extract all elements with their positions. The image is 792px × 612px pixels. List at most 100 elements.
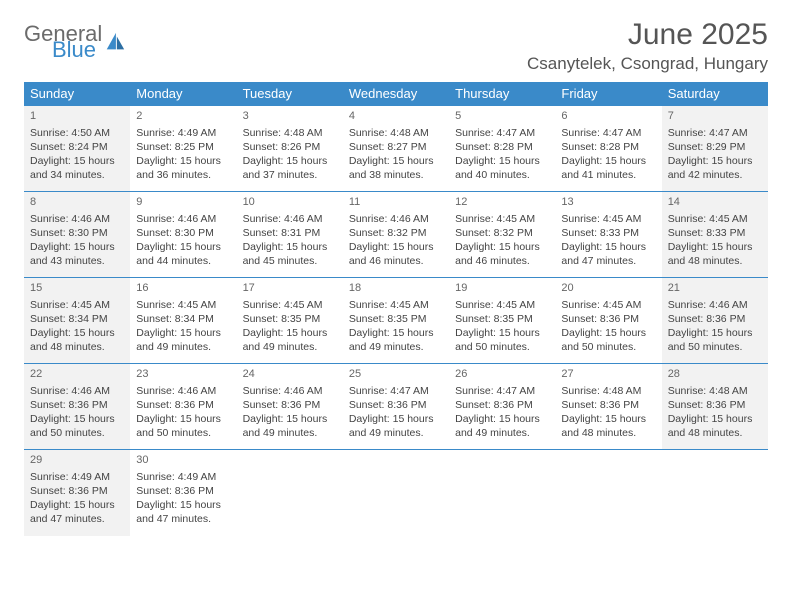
sunrise-line: Sunrise: 4:45 AM — [243, 298, 337, 312]
daylight-line: Daylight: 15 hours and 46 minutes. — [349, 240, 443, 268]
daylight-line: Daylight: 15 hours and 34 minutes. — [30, 154, 124, 182]
day-number: 23 — [136, 367, 230, 382]
day-cell: 19Sunrise: 4:45 AMSunset: 8:35 PMDayligh… — [449, 278, 555, 364]
daylight-line: Daylight: 15 hours and 40 minutes. — [455, 154, 549, 182]
daylight-line: Daylight: 15 hours and 47 minutes. — [30, 498, 124, 526]
day-cell: 9Sunrise: 4:46 AMSunset: 8:30 PMDaylight… — [130, 192, 236, 278]
sunset-line: Sunset: 8:36 PM — [243, 398, 337, 412]
daylight-line: Daylight: 15 hours and 49 minutes. — [455, 412, 549, 440]
logo-sail-icon — [104, 31, 126, 53]
weekday-header: Wednesday — [343, 82, 449, 106]
sunrise-line: Sunrise: 4:47 AM — [455, 126, 549, 140]
daylight-line: Daylight: 15 hours and 36 minutes. — [136, 154, 230, 182]
day-number: 28 — [668, 367, 762, 382]
day-cell: 8Sunrise: 4:46 AMSunset: 8:30 PMDaylight… — [24, 192, 130, 278]
day-number: 27 — [561, 367, 655, 382]
sunset-line: Sunset: 8:34 PM — [136, 312, 230, 326]
day-number: 10 — [243, 195, 337, 210]
day-cell: 5Sunrise: 4:47 AMSunset: 8:28 PMDaylight… — [449, 106, 555, 192]
day-number: 18 — [349, 281, 443, 296]
daylight-line: Daylight: 15 hours and 49 minutes. — [136, 326, 230, 354]
day-cell: 17Sunrise: 4:45 AMSunset: 8:35 PMDayligh… — [237, 278, 343, 364]
sunset-line: Sunset: 8:32 PM — [349, 226, 443, 240]
day-number: 13 — [561, 195, 655, 210]
sunset-line: Sunset: 8:32 PM — [455, 226, 549, 240]
sunrise-line: Sunrise: 4:46 AM — [30, 212, 124, 226]
weekday-header: Thursday — [449, 82, 555, 106]
sunrise-line: Sunrise: 4:47 AM — [561, 126, 655, 140]
sunset-line: Sunset: 8:36 PM — [136, 484, 230, 498]
day-number: 9 — [136, 195, 230, 210]
daylight-line: Daylight: 15 hours and 43 minutes. — [30, 240, 124, 268]
sunset-line: Sunset: 8:33 PM — [668, 226, 762, 240]
day-cell: 29 Sunrise: 4:49 AMSunset: 8:36 PMDayligh… — [24, 450, 130, 536]
daylight-line: Daylight: 15 hours and 48 minutes. — [668, 412, 762, 440]
day-cell: 16Sunrise: 4:45 AMSunset: 8:34 PMDayligh… — [130, 278, 236, 364]
sunrise-line: Sunrise: 4:45 AM — [668, 212, 762, 226]
day-cell: 18Sunrise: 4:45 AMSunset: 8:35 PMDayligh… — [343, 278, 449, 364]
day-cell: 20Sunrise: 4:45 AMSunset: 8:36 PMDayligh… — [555, 278, 661, 364]
sunset-line: Sunset: 8:27 PM — [349, 140, 443, 154]
sunset-line: Sunset: 8:28 PM — [455, 140, 549, 154]
sunset-line: Sunset: 8:35 PM — [455, 312, 549, 326]
sunrise-line: Sunrise: 4:50 AM — [30, 126, 124, 140]
day-cell: 1 Sunrise: 4:50 AMSunset: 8:24 PMDaylight… — [24, 106, 130, 192]
day-number: 12 — [455, 195, 549, 210]
day-number: 14 — [668, 195, 762, 210]
day-number: 30 — [136, 453, 230, 468]
day-number: 29 — [30, 453, 124, 468]
location: Csanytelek, Csongrad, Hungary — [527, 54, 768, 74]
day-cell: 22Sunrise: 4:46 AMSunset: 8:36 PMDayligh… — [24, 364, 130, 450]
sunrise-line: Sunrise: 4:49 AM — [136, 126, 230, 140]
daylight-line: Daylight: 15 hours and 44 minutes. — [136, 240, 230, 268]
daylight-line: Daylight: 15 hours and 42 minutes. — [668, 154, 762, 182]
day-number: 22 — [30, 367, 124, 382]
sunset-line: Sunset: 8:28 PM — [561, 140, 655, 154]
day-cell — [449, 450, 555, 536]
sunset-line: Sunset: 8:30 PM — [136, 226, 230, 240]
daylight-line: Daylight: 15 hours and 50 minutes. — [30, 412, 124, 440]
day-cell: 14Sunrise: 4:45 AMSunset: 8:33 PMDayligh… — [662, 192, 768, 278]
sunset-line: Sunset: 8:36 PM — [668, 398, 762, 412]
sunrise-line: Sunrise: 4:45 AM — [455, 212, 549, 226]
day-number: 4 — [349, 109, 443, 124]
sunrise-line: Sunrise: 4:45 AM — [349, 298, 443, 312]
sunrise-line: Sunrise: 4:47 AM — [455, 384, 549, 398]
sunset-line: Sunset: 8:36 PM — [561, 398, 655, 412]
sunrise-line: Sunrise: 4:46 AM — [668, 298, 762, 312]
sunset-line: Sunset: 8:24 PM — [30, 140, 124, 154]
day-cell: 15Sunrise: 4:45 AMSunset: 8:34 PMDayligh… — [24, 278, 130, 364]
week-row: 15Sunrise: 4:45 AMSunset: 8:34 PMDayligh… — [24, 278, 768, 364]
sunset-line: Sunset: 8:25 PM — [136, 140, 230, 154]
day-cell: 25Sunrise: 4:47 AMSunset: 8:36 PMDayligh… — [343, 364, 449, 450]
daylight-line: Daylight: 15 hours and 50 minutes. — [668, 326, 762, 354]
day-number: 1 — [30, 109, 124, 124]
weekday-header: Sunday — [24, 82, 130, 106]
sunrise-line: Sunrise: 4:45 AM — [30, 298, 124, 312]
daylight-line: Daylight: 15 hours and 49 minutes. — [243, 326, 337, 354]
daylight-line: Daylight: 15 hours and 49 minutes. — [349, 326, 443, 354]
week-row: 22Sunrise: 4:46 AMSunset: 8:36 PMDayligh… — [24, 364, 768, 450]
sunset-line: Sunset: 8:36 PM — [455, 398, 549, 412]
day-cell: 27Sunrise: 4:48 AMSunset: 8:36 PMDayligh… — [555, 364, 661, 450]
sunrise-line: Sunrise: 4:49 AM — [136, 470, 230, 484]
sunrise-line: Sunrise: 4:47 AM — [668, 126, 762, 140]
day-cell: 6Sunrise: 4:47 AMSunset: 8:28 PMDaylight… — [555, 106, 661, 192]
week-row: 1Sunrise: 4:50 AMSunset: 8:24 PMDaylight… — [24, 106, 768, 192]
day-cell — [662, 450, 768, 536]
header: General Blue June 2025 Csanytelek, Csong… — [24, 18, 768, 74]
sunrise-line: Sunrise: 4:46 AM — [136, 384, 230, 398]
sunrise-line: Sunrise: 4:49 AM — [30, 470, 124, 484]
sunrise-line: Sunrise: 4:47 AM — [349, 384, 443, 398]
weekday-header-row: Sunday Monday Tuesday Wednesday Thursday… — [24, 82, 768, 106]
day-number: 20 — [561, 281, 655, 296]
sunset-line: Sunset: 8:36 PM — [30, 484, 124, 498]
daylight-line: Daylight: 15 hours and 46 minutes. — [455, 240, 549, 268]
sunset-line: Sunset: 8:36 PM — [30, 398, 124, 412]
sunset-line: Sunset: 8:36 PM — [561, 312, 655, 326]
day-cell: 10Sunrise: 4:46 AMSunset: 8:31 PMDayligh… — [237, 192, 343, 278]
sunset-line: Sunset: 8:31 PM — [243, 226, 337, 240]
day-cell: 4Sunrise: 4:48 AMSunset: 8:27 PMDaylight… — [343, 106, 449, 192]
weekday-header: Monday — [130, 82, 236, 106]
sunset-line: Sunset: 8:36 PM — [668, 312, 762, 326]
